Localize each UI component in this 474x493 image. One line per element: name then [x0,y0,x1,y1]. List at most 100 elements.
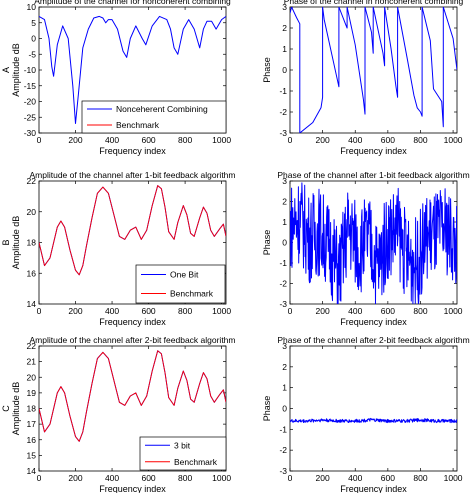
x-tick-label: 600 [381,306,395,316]
legend-entry: Benchmark [170,289,214,299]
x-tick-label: 0 [288,473,293,483]
y-tick-label: 22 [27,341,37,351]
legend: 3 bit Benchmark [139,436,227,471]
y-tick-label: 1 [282,217,287,227]
y-axis-label: Phase [262,57,272,83]
y-axis-label: Phase [262,230,272,256]
y-tick-label: 3 [282,2,287,12]
y-tick-label: 2 [282,23,287,33]
x-tick-label: 800 [413,306,427,316]
y-tick-label: 2 [282,197,287,207]
plot-area [290,7,457,133]
x-axis-label: Frequency index [340,484,407,493]
legend-box [135,264,226,304]
x-axis-label: Frequency index [340,317,407,327]
y-tick-label: 5 [31,18,36,28]
chart-title: Phase of the channel after 2-bit feedbac… [277,335,469,345]
y-tick-label: 15 [27,450,37,460]
row-label: A [1,67,11,73]
x-axis-label: Frequency index [99,484,166,493]
x-tick-label: 800 [413,135,427,145]
y-tick-label: 20 [27,207,37,217]
x-tick-label: 0 [37,473,42,483]
series-line-one-bit [39,185,226,276]
y-tick-label: -1 [279,86,287,96]
series-line-phase [290,417,457,424]
panel-A-amp: Amplitude of the channel for noncoherent… [1,0,231,156]
y-axis-label: Phase [262,396,272,422]
plot-area [290,417,457,424]
plot-area [39,185,226,276]
y-tick-label: -2 [279,279,287,289]
x-tick-label: 400 [348,473,362,483]
plot-area [290,182,457,304]
x-tick-label: 400 [105,473,119,483]
y-tick-label: 0 [282,65,287,75]
series-line-phase [290,7,457,133]
y-tick-label: -2 [279,445,287,455]
y-axis-label: Amplitude dB [11,216,21,270]
x-tick-label: 200 [68,473,82,483]
x-tick-label: 1000 [212,473,231,483]
row-label: C [1,405,11,412]
chart-title: Amplitude of the channel after 2-bit fee… [29,335,235,345]
x-tick-label: 600 [141,473,155,483]
y-tick-label: -2 [279,107,287,117]
series-line-nonceherent-combining [39,15,226,124]
y-tick-label: 20 [27,372,37,382]
x-tick-label: 200 [316,306,330,316]
x-tick-label: 800 [178,135,192,145]
x-tick-label: 200 [316,473,330,483]
plot-area [39,350,226,442]
y-tick-label: 3 [282,341,287,351]
series-line-benchmark [39,350,226,442]
x-tick-label: 200 [68,135,82,145]
y-tick-label: 2 [282,362,287,372]
y-tick-label: 0 [282,404,287,414]
x-tick-label: 0 [37,135,42,145]
plot-area [39,15,226,124]
legend-box [139,436,227,471]
y-tick-label: -3 [279,128,287,138]
y-tick-label: -20 [24,97,37,107]
x-tick-label: 0 [288,306,293,316]
chart-title: Phase of the channel after 1-bit feedbac… [277,170,469,180]
x-tick-label: 1000 [444,473,463,483]
axes-frame [289,345,458,472]
y-tick-label: 14 [27,299,37,309]
chart-title: Amplitude of the channel after 1-bit fee… [29,170,235,180]
x-tick-label: 1000 [444,306,463,316]
x-tick-label: 400 [348,135,362,145]
chart-title: Phase of the channel in noncoherent comb… [284,0,464,6]
y-axis-label: Amplitude dB [11,382,21,436]
y-tick-label: 0 [31,34,36,44]
x-tick-label: 400 [348,306,362,316]
y-tick-label: 17 [27,419,37,429]
x-tick-label: 600 [141,306,155,316]
x-tick-label: 600 [381,473,395,483]
x-tick-label: 800 [178,306,192,316]
legend-box [81,100,227,134]
y-tick-label: 10 [27,2,37,12]
legend: One Bit Benchmark [135,264,226,304]
x-tick-label: 400 [105,306,119,316]
y-tick-label: -15 [24,81,37,91]
x-axis-label: Frequency index [340,146,407,156]
y-tick-label: -3 [279,466,287,476]
legend: Nonceherent Combining Benchmark [81,100,227,134]
y-tick-label: 18 [27,404,37,414]
panel-B-phase: Phase of the channel after 1-bit feedbac… [262,170,470,327]
y-tick-label: -30 [24,128,37,138]
row-label: B [1,239,11,245]
legend-entry: 3 bit [174,440,191,450]
x-tick-label: 600 [141,135,155,145]
y-tick-label: 3 [282,176,287,186]
x-axis-label: Frequency index [99,317,166,327]
panel-A-phase: Phase of the channel in noncoherent comb… [262,0,464,156]
legend-entry: Benchmark [116,120,160,130]
y-tick-label: -25 [24,112,37,122]
x-tick-label: 800 [413,473,427,483]
y-tick-label: 16 [27,268,37,278]
y-axis-label: Amplitude dB [11,43,21,97]
y-tick-label: 21 [27,357,37,367]
